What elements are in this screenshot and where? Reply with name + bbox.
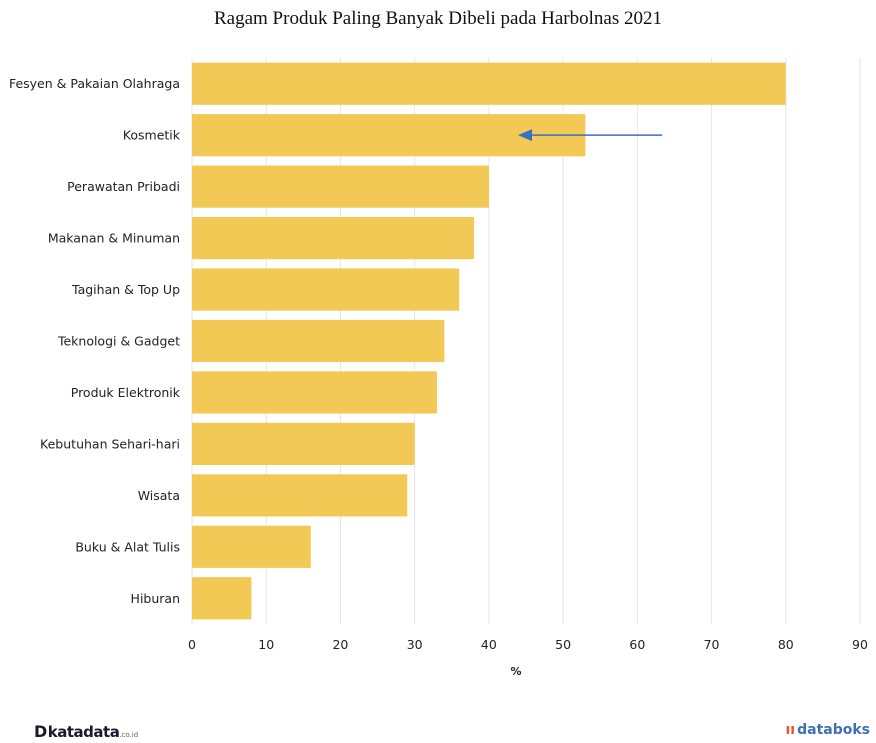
bar	[192, 165, 489, 208]
katadata-name: katadata	[47, 723, 120, 741]
category-label: Fesyen & Pakaian Olahraga	[9, 76, 180, 91]
category-label: Kebutuhan Sehari-hari	[40, 436, 180, 451]
databoks-logo: ıı databoks	[785, 722, 870, 738]
x-tick-label: 50	[555, 637, 571, 652]
databoks-mark-icon: ıı	[785, 722, 796, 738]
katadata-logo: Dkatadata.co.id	[34, 722, 138, 741]
bar	[192, 577, 252, 620]
bar	[192, 319, 445, 363]
x-tick-label: 40	[481, 637, 497, 652]
bar	[192, 422, 415, 466]
x-tick-label: 20	[332, 637, 348, 652]
x-tick-label: 60	[629, 637, 645, 652]
x-axis-title: %	[510, 665, 521, 678]
bar	[192, 371, 437, 414]
category-label: Buku & Alat Tulis	[75, 539, 180, 554]
x-tick-label: 10	[258, 637, 274, 652]
databoks-name: databoks	[797, 722, 870, 738]
x-tick-label: 30	[407, 637, 423, 652]
katadata-d-icon: D	[34, 722, 47, 741]
x-tick-label: 0	[188, 637, 196, 652]
bar	[192, 525, 311, 568]
chart-title: Ragam Produk Paling Banyak Dibeli pada H…	[213, 8, 662, 29]
category-label: Tagihan & Top Up	[71, 282, 180, 297]
bar	[192, 474, 408, 517]
bar	[192, 62, 786, 105]
x-tick-label: 80	[778, 637, 794, 652]
arrow-head-icon	[518, 129, 532, 142]
bars	[192, 62, 786, 620]
category-label: Produk Elektronik	[71, 385, 181, 400]
category-label: Wisata	[138, 488, 180, 503]
annotation-arrow	[518, 129, 662, 142]
category-label: Kosmetik	[123, 128, 181, 143]
bar	[192, 216, 475, 260]
category-labels: Fesyen & Pakaian Olahraga Kosmetik Perawat…	[9, 76, 181, 606]
bar	[192, 268, 460, 311]
category-label: Hiburan	[131, 591, 180, 606]
x-tick-label: 70	[704, 637, 720, 652]
category-label: Teknologi & Gadget	[57, 334, 180, 349]
category-label: Perawatan Pribadi	[67, 179, 180, 194]
category-label: Makanan & Minuman	[48, 231, 180, 246]
x-axis-ticks: 0 10 20 30 40 50 60 70 80 90	[188, 637, 868, 652]
x-tick-label: 90	[852, 637, 868, 652]
katadata-suffix: .co.id	[119, 731, 139, 739]
